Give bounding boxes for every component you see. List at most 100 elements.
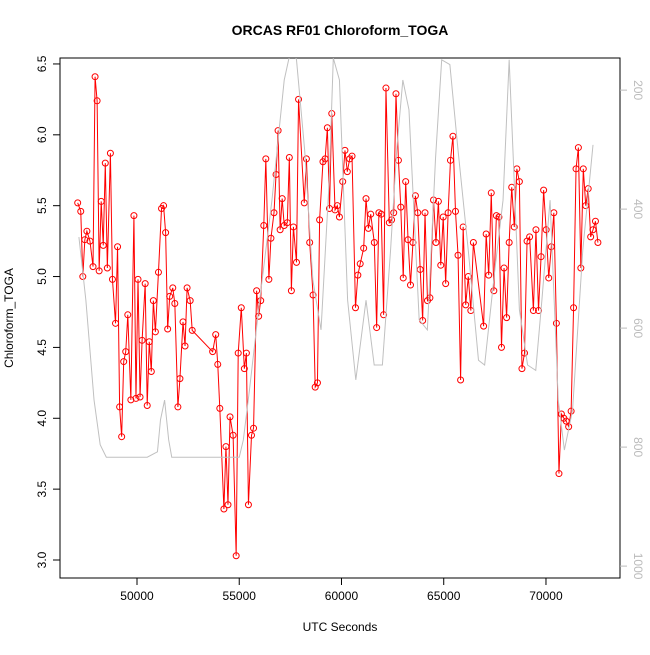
data-point	[442, 280, 450, 288]
data-point	[118, 433, 126, 441]
data-point	[409, 239, 417, 247]
data-point	[411, 192, 419, 200]
data-point	[260, 222, 268, 230]
data-point	[97, 197, 105, 205]
data-point	[432, 239, 440, 247]
y-tick-label: 3.0	[35, 551, 49, 568]
data-point	[480, 322, 488, 330]
data-point	[224, 501, 232, 509]
data-point	[220, 505, 228, 513]
data-point	[306, 239, 314, 247]
data-point	[579, 165, 587, 173]
data-point	[162, 229, 170, 237]
data-point	[283, 219, 291, 227]
data-point	[451, 207, 459, 215]
data-point	[362, 195, 370, 203]
data-point	[457, 376, 465, 384]
data-point	[274, 127, 282, 135]
data-point	[253, 287, 261, 295]
data-point	[335, 213, 343, 221]
data-point	[521, 349, 529, 357]
data-point	[373, 324, 381, 332]
data-point	[323, 124, 331, 132]
y-tick-label: 4.0	[35, 410, 49, 427]
data-point	[390, 209, 398, 217]
x-tick-label: 60000	[325, 589, 359, 603]
data-point	[179, 318, 187, 326]
data-point	[127, 396, 135, 404]
data-point	[99, 241, 107, 249]
y-tick-label: 5.5	[35, 197, 49, 214]
data-point	[490, 287, 498, 295]
data-point	[542, 226, 550, 234]
x-tick-label: 55000	[223, 589, 257, 603]
data-point	[591, 217, 599, 225]
data-point	[240, 365, 248, 373]
data-point	[151, 328, 159, 336]
data-point	[356, 260, 364, 268]
data-point	[232, 552, 240, 560]
data-point	[462, 301, 470, 309]
data-point	[120, 358, 128, 366]
data-point	[166, 292, 174, 300]
data-point	[485, 271, 493, 279]
data-point	[464, 273, 472, 281]
data-point	[154, 268, 162, 276]
data-point	[169, 284, 177, 292]
data-point	[145, 338, 153, 346]
data-point	[124, 311, 132, 319]
x-tick-label: 65000	[427, 589, 461, 603]
data-point	[216, 404, 224, 412]
data-point	[574, 144, 582, 152]
data-point	[106, 149, 114, 157]
data-point	[567, 407, 575, 415]
data-point	[446, 156, 454, 164]
data-point	[164, 325, 172, 333]
data-point	[143, 402, 151, 410]
data-point	[95, 267, 103, 275]
data-point	[183, 284, 191, 292]
data-point	[367, 210, 375, 218]
data-point	[449, 132, 457, 140]
data-point	[526, 233, 534, 241]
data-point	[229, 431, 237, 439]
data-point	[495, 213, 503, 221]
data-point	[402, 178, 410, 186]
data-point	[500, 264, 508, 272]
data-point	[188, 326, 196, 334]
data-point	[276, 226, 284, 234]
data-point	[380, 311, 388, 319]
data-point	[81, 236, 89, 244]
data-point	[582, 202, 590, 210]
data-line	[78, 58, 594, 458]
data-point	[515, 178, 523, 186]
data-point	[406, 281, 414, 289]
data-point	[535, 307, 543, 315]
data-point	[242, 349, 250, 357]
data-point	[114, 243, 122, 251]
data-point	[532, 226, 540, 234]
data-point	[577, 264, 585, 272]
data-point	[311, 383, 319, 391]
data-point	[397, 203, 405, 211]
data-point	[171, 299, 179, 307]
data-point	[83, 227, 91, 235]
data-point	[134, 275, 142, 283]
data-point	[351, 304, 359, 312]
data-point	[160, 202, 168, 210]
data-point	[469, 239, 477, 247]
y2-tick-label: 800	[631, 437, 645, 457]
data-point	[209, 348, 217, 356]
data-point	[91, 73, 99, 81]
data-point	[414, 209, 422, 217]
y-axis-label: Chloroform_TOGA	[2, 268, 16, 368]
data-point	[421, 209, 429, 217]
data-point	[454, 251, 462, 259]
y2-tick-label: 400	[631, 199, 645, 219]
data-point	[93, 97, 101, 105]
data-point	[77, 207, 85, 215]
y2-tick-label: 600	[631, 318, 645, 338]
